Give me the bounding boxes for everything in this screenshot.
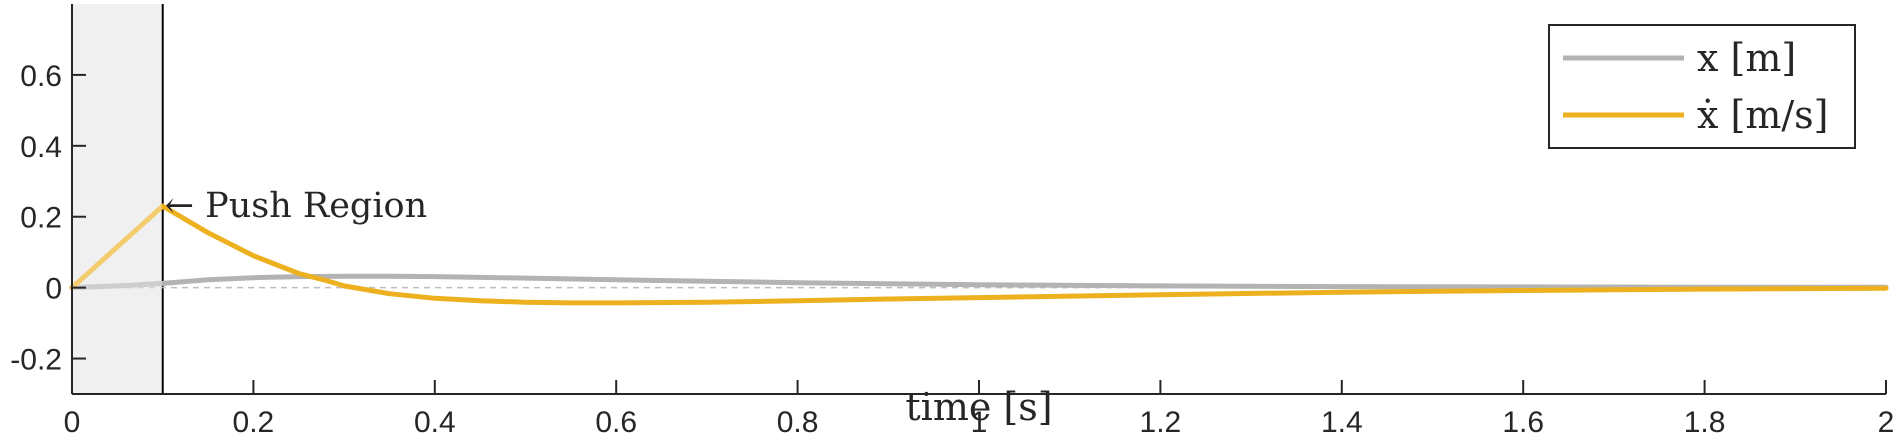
y-tick-label: 0.4 xyxy=(20,131,62,164)
series-line-1 xyxy=(69,203,1889,306)
y-tick-label: 0.6 xyxy=(20,60,62,93)
legend-box xyxy=(1548,24,1856,149)
x-tick-label: 1.2 xyxy=(1140,406,1182,433)
x-tick-label: 0.4 xyxy=(414,406,456,433)
x-tick-label: 0.6 xyxy=(595,406,637,433)
tick-labels: 0 0.2 0.4 0.6 0.8 1 1.2 1.4 1.6 1.8 2 -0.2 0 0.2 0.4 0.… xyxy=(10,60,1894,433)
x-axis-label: time [s] xyxy=(905,385,1052,429)
series-line-0 xyxy=(69,273,1889,291)
x-tick-label: 1.8 xyxy=(1684,406,1726,433)
x-tick-label: 0.8 xyxy=(777,406,819,433)
y-tick-label: 0.2 xyxy=(20,202,62,235)
x-tick-label: 1.4 xyxy=(1321,406,1363,433)
series-layer xyxy=(69,4,1889,394)
push-region-annotation: ← Push Region xyxy=(165,186,427,226)
y-tick-label: 0 xyxy=(45,273,62,306)
x-tick-label: 2 xyxy=(1878,406,1895,433)
x-tick-label: 1.6 xyxy=(1502,406,1544,433)
push-region-shading xyxy=(72,4,163,394)
x-tick-label: 0 xyxy=(64,406,81,433)
y-tick-label: -0.2 xyxy=(10,344,62,377)
legend: x [m] ẋ [m/s] xyxy=(1548,24,1856,149)
x-tick-label: 0.2 xyxy=(233,406,275,433)
legend-label-x: x [m] xyxy=(1697,36,1796,80)
push-region-overlay xyxy=(72,4,162,394)
legend-label-xdot: ẋ [m/s] xyxy=(1697,93,1829,137)
x-tick-label: 1 xyxy=(971,406,988,433)
